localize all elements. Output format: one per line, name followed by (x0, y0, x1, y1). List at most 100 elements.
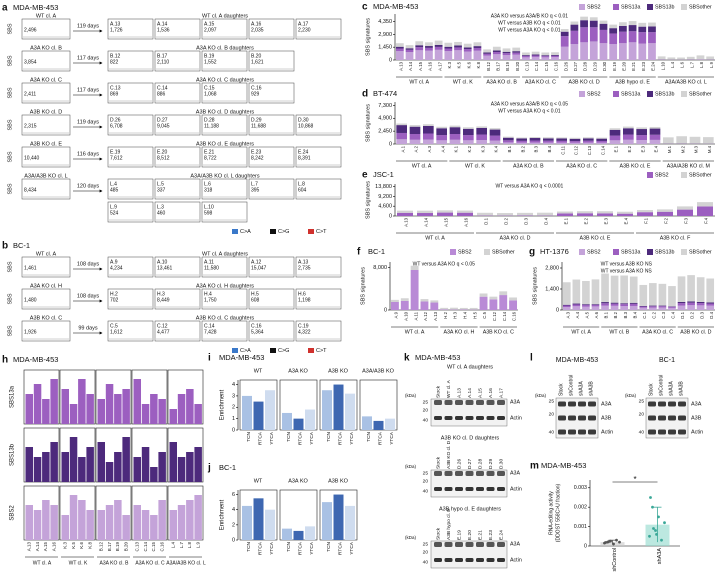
band (486, 471, 495, 476)
mutation-count: 11,580 (204, 265, 219, 271)
bar-segment (522, 52, 530, 56)
bar-segment (537, 212, 553, 216)
lane-label: A.17 (498, 388, 504, 398)
bar-segment (529, 137, 541, 139)
spectrum-box (295, 288, 342, 310)
bar-segment (509, 300, 518, 310)
bar-segment (677, 57, 685, 60)
bar (373, 420, 384, 430)
lane-label: E.20 (467, 530, 473, 540)
bar-segment (434, 40, 443, 45)
panel-letter: d (362, 89, 368, 100)
bar-segment (541, 57, 550, 60)
bar-segment (410, 270, 419, 310)
bar-segment (636, 127, 647, 130)
bar-segment (395, 51, 404, 60)
mutation-count: 2,315 (24, 123, 37, 129)
clone-name: C.16 (251, 85, 262, 91)
bar-segment (687, 301, 695, 303)
x-tick-label: L.9 (195, 542, 200, 549)
x-tick-label: K.1 (454, 145, 459, 152)
y-tick-label: 3 (232, 393, 235, 399)
x-tick-label: L.7 (179, 542, 184, 549)
bar (105, 505, 114, 540)
mutation-count: 13,461 (157, 265, 173, 271)
bar (114, 452, 122, 482)
y-tick-label: 4 (232, 382, 235, 388)
bar-segment (639, 284, 648, 306)
x-tick-label: L.6 (680, 61, 685, 68)
x-tick-label: A.3 (565, 311, 570, 318)
x-tick-label: B.2 (613, 311, 618, 318)
bar-segment (637, 210, 653, 213)
bar-segment (582, 304, 590, 306)
mutation-count: 1,612 (110, 329, 123, 335)
band (558, 415, 566, 421)
group-label: A3B KO cl. E (620, 163, 651, 169)
parent-title: A3A KO cl. B (30, 45, 62, 51)
spectrum-box (154, 178, 201, 200)
bar-segment (529, 142, 541, 144)
parent-title: WT cl. A (36, 13, 57, 19)
x-tick-label: E.2 (627, 145, 632, 152)
bar-segment (687, 275, 695, 302)
lane-label: shControl (568, 375, 574, 396)
bar-segment (396, 123, 407, 126)
band-label: A3A (510, 399, 520, 405)
panel-letter: l (530, 353, 533, 364)
y-axis-label: SBS signatures (532, 267, 538, 305)
y-axis-label: SBS (7, 151, 13, 162)
bar-segment (610, 302, 619, 304)
clone-name: L.10 (204, 204, 214, 210)
band (497, 400, 505, 405)
bar (177, 457, 186, 482)
bar-segment (425, 50, 433, 60)
x-tick-label: YTCA (389, 431, 395, 445)
group-label: WT cl. A (412, 163, 432, 169)
x-tick-label: YTCA (269, 541, 275, 555)
legend-swatch (681, 172, 687, 178)
bar-segment (620, 303, 628, 305)
y-tick-label: 4,900 (378, 116, 392, 122)
x-tick-label: A.14 (424, 217, 429, 226)
mutation-count: 4,477 (157, 329, 170, 335)
y-axis-label: Enrichment (220, 500, 226, 531)
marker-label: 40 (423, 488, 429, 494)
spectrum-box (21, 178, 71, 200)
legend-swatch (232, 229, 238, 234)
bar (105, 384, 114, 424)
y-tick-label: 2,450 (378, 129, 392, 135)
mutation-count: 10,868 (298, 123, 314, 129)
panel-title: BC-1 (368, 247, 385, 256)
bar-segment (395, 46, 404, 49)
bar-segment (676, 136, 687, 144)
x-tick-label: A.13 (404, 217, 409, 226)
bar-segment (601, 305, 609, 310)
legend-label: SBS2 (458, 249, 472, 255)
bar (105, 462, 114, 482)
mutation-count: 318 (204, 187, 213, 193)
bar-segment (597, 211, 613, 214)
spectrum-box (201, 320, 248, 342)
bar-segment (687, 302, 695, 306)
bar-segment (663, 137, 674, 144)
bar-segment (638, 22, 647, 27)
lane-label: shA3A (668, 381, 674, 396)
band (434, 542, 442, 547)
bar (33, 510, 42, 540)
lane-label: shControl (658, 375, 664, 396)
bar-segment (430, 300, 439, 303)
x-tick-label: A.1 (400, 145, 405, 152)
clone-name: B.17 (157, 53, 168, 59)
annotation: A3A KO versus A3A/B KO q < 0.05 (491, 101, 569, 107)
band (497, 416, 505, 420)
bar-segment (591, 304, 600, 305)
lane-label: D.30 (498, 459, 504, 469)
group-label: WT cl. K (465, 163, 485, 169)
bar-segment (610, 303, 619, 306)
bar-segment (583, 137, 594, 139)
parent-title: A3A KO cl. H (30, 283, 62, 289)
bar-segment (620, 306, 628, 310)
band (455, 542, 463, 547)
daughters-title: A3B KO cl. D daughters (196, 109, 255, 115)
